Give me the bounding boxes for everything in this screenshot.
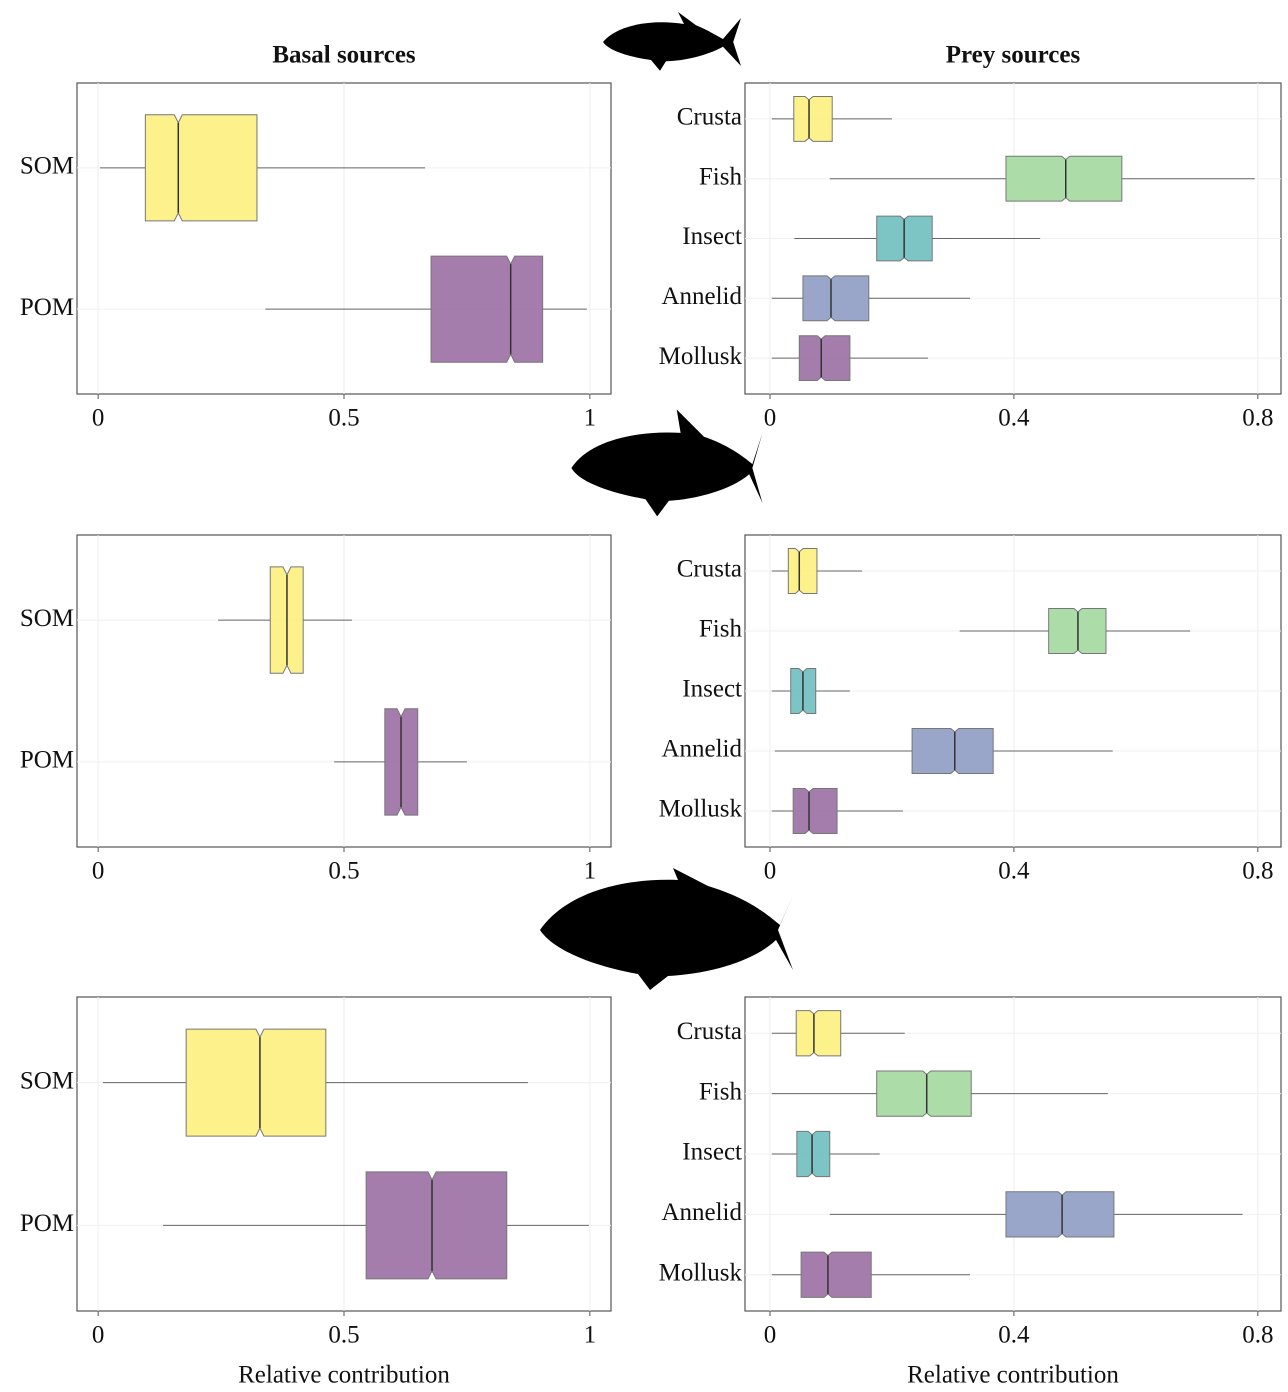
x-tick-label: 0.8	[1242, 405, 1273, 432]
category-label: SOM	[20, 153, 74, 180]
x-tick-label: 0	[764, 858, 777, 885]
box	[803, 276, 869, 321]
box	[431, 256, 543, 362]
box	[799, 336, 850, 381]
x-tick-label: 0	[764, 1322, 777, 1349]
x-tick-label: 0.4	[998, 1322, 1030, 1349]
box	[793, 789, 837, 834]
x-tick-label: 0.5	[328, 405, 359, 432]
x-tick-label: 0.5	[328, 1322, 359, 1349]
category-label: Insect	[682, 1139, 742, 1166]
x-tick-label: 0.8	[1242, 858, 1273, 885]
box	[788, 549, 817, 594]
x-tick-label: 1	[584, 858, 597, 885]
box	[801, 1252, 871, 1297]
box	[1006, 156, 1122, 201]
category-label: Fish	[699, 1078, 743, 1105]
category-label: Mollusk	[659, 343, 743, 370]
box	[145, 115, 257, 221]
category-label: Crusta	[677, 104, 742, 131]
category-label: POM	[20, 294, 74, 321]
x-axis-label: Relative contribution	[238, 1362, 450, 1389]
box	[796, 1011, 841, 1056]
panel-title: Prey sources	[946, 42, 1081, 69]
box	[797, 1131, 830, 1176]
x-tick-label: 0	[92, 858, 105, 885]
panel-title: Basal sources	[272, 42, 416, 69]
category-label: SOM	[20, 605, 74, 632]
category-label: Insect	[682, 676, 742, 703]
category-label: Mollusk	[659, 796, 743, 823]
category-label: Annelid	[661, 736, 742, 763]
x-axis-label: Relative contribution	[907, 1362, 1119, 1389]
box	[1006, 1192, 1114, 1237]
box	[366, 1172, 507, 1279]
x-tick-label: 0	[92, 405, 105, 432]
category-label: Fish	[699, 616, 743, 643]
category-label: Mollusk	[659, 1260, 743, 1287]
fish-silhouette	[571, 410, 762, 517]
fish-silhouette	[603, 12, 741, 71]
category-label: SOM	[20, 1067, 74, 1094]
category-label: Crusta	[677, 1018, 742, 1045]
category-label: POM	[20, 747, 74, 774]
x-tick-label: 0.5	[328, 858, 359, 885]
x-tick-label: 1	[584, 1322, 597, 1349]
box	[877, 1071, 972, 1116]
fish-silhouette	[540, 868, 793, 990]
category-label: Fish	[699, 163, 743, 190]
x-tick-label: 1	[584, 405, 597, 432]
category-label: POM	[20, 1210, 74, 1237]
box	[794, 96, 832, 141]
category-label: Crusta	[677, 556, 742, 583]
category-label: Annelid	[661, 1199, 742, 1226]
x-tick-label: 0.4	[998, 858, 1030, 885]
x-tick-label: 0.4	[998, 405, 1030, 432]
x-tick-label: 0	[92, 1322, 105, 1349]
box	[912, 729, 993, 774]
x-tick-label: 0.8	[1242, 1322, 1273, 1349]
category-label: Insect	[682, 223, 742, 250]
category-label: Annelid	[661, 283, 742, 310]
box	[186, 1029, 326, 1136]
figure: Basal sources 0 0.5 1 SOM POM Prey sources 0 0.4…	[0, 0, 1288, 1392]
x-tick-label: 0	[764, 405, 777, 432]
